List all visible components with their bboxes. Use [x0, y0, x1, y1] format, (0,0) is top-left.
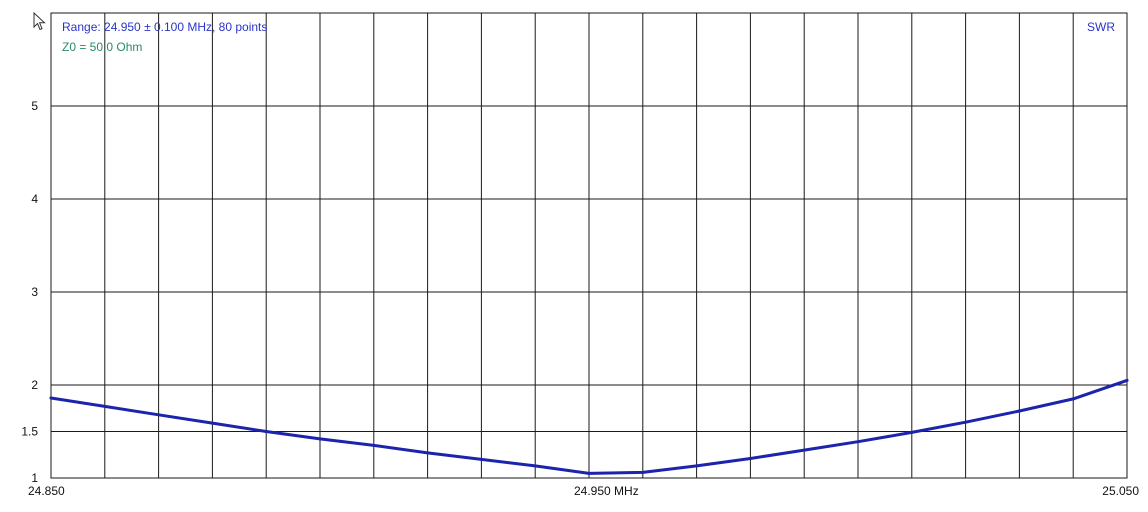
swr-data-point	[964, 420, 968, 424]
swr-data-point	[695, 464, 699, 468]
z0-info: Z0 = 50.0 Ohm	[62, 40, 142, 54]
y-tick-label: 2	[31, 378, 38, 392]
horizontal-grid	[51, 105, 1127, 432]
x-tick-label: 24.850	[28, 484, 65, 498]
swr-data-point	[1125, 378, 1129, 382]
swr-data-point	[1017, 409, 1021, 413]
y-tick-label: 1	[31, 471, 38, 485]
swr-data-point	[910, 430, 914, 434]
swr-data-point	[372, 443, 376, 447]
swr-data-point	[426, 451, 430, 455]
swr-data-point	[264, 430, 268, 433]
x-tick-label: 25.050	[1102, 484, 1139, 498]
mouse-cursor-icon	[33, 12, 46, 31]
vertical-grid	[104, 13, 1074, 478]
swr-data-point	[748, 456, 752, 460]
swr-data-point	[587, 471, 591, 475]
swr-data-point	[479, 457, 483, 461]
y-tick-label: 1.5	[21, 425, 38, 439]
swr-data-point	[49, 396, 53, 400]
swr-data-point	[318, 437, 322, 441]
swr-data-point	[103, 404, 107, 408]
y-tick-labels: 1 1.5 2 3 4 5	[21, 99, 38, 485]
swr-data-point	[1071, 397, 1075, 401]
y-tick-label: 3	[31, 285, 38, 299]
swr-data-point	[533, 464, 537, 468]
swr-data-points	[49, 378, 1129, 475]
y-tick-label: 5	[31, 99, 38, 113]
swr-data-point	[856, 440, 860, 444]
swr-data-point	[802, 448, 806, 452]
swr-data-point	[210, 421, 214, 425]
swr-data-point	[641, 470, 645, 474]
swr-data-point	[157, 413, 161, 417]
x-tick-label: 24.950 MHz	[574, 484, 639, 498]
y-tick-label: 4	[31, 192, 38, 206]
range-info: Range: 24.950 ± 0.100 MHz, 80 points	[62, 20, 267, 34]
x-tick-labels: 24.850 24.950 MHz 25.050	[28, 484, 1139, 498]
swr-mode-label: SWR	[1087, 20, 1115, 34]
